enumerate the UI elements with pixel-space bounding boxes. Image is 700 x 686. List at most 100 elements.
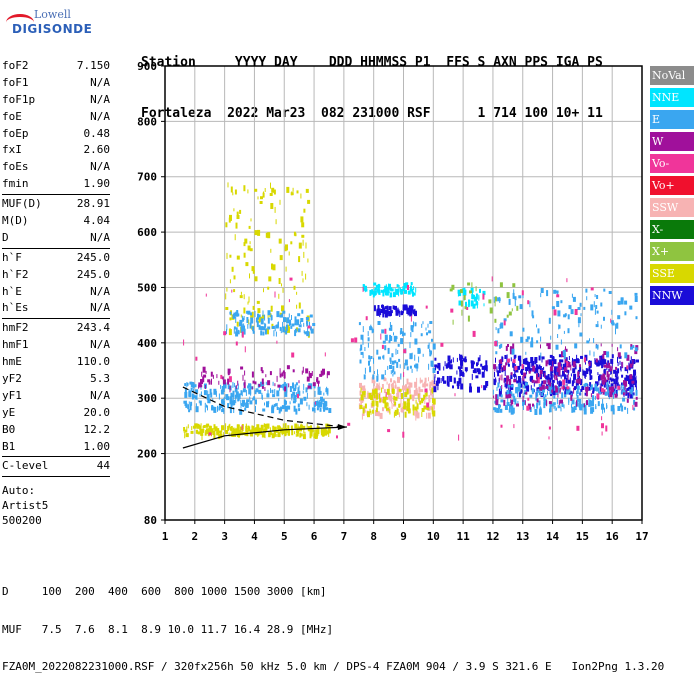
echo-point-vo- [410,315,412,322]
echo-point-e [297,313,301,317]
echo-point-w [606,371,609,378]
echo-point-w [506,375,510,382]
echo-point-e [367,331,369,337]
chart-grid [164,65,643,521]
echo-point-e [564,394,566,398]
echo-point-nnw [515,375,517,380]
echo-point-nne [362,284,365,289]
echo-point-e [523,385,526,389]
echo-point-w [318,382,319,387]
echo-point-sse [233,429,236,435]
echo-point-vo- [228,376,232,383]
echo-point-e [414,354,416,361]
echo-point-e [571,399,575,405]
echo-point-e [577,307,581,310]
param-row: h`F 245.0 [2,250,110,267]
echo-point-ssw [359,398,361,402]
echo-point-w [539,374,542,378]
echo-point-e [571,403,572,408]
echo-point-nnw [504,355,507,359]
echo-point-e [218,407,220,411]
echo-point-vo- [500,424,503,428]
echo-point-e [529,301,531,308]
echo-point-e [392,365,395,372]
echo-point-sse [229,427,233,430]
echo-point-sse [361,391,364,396]
echo-point-nnw [442,376,445,382]
echo-point-w [608,362,611,368]
echo-point-e [243,328,246,335]
echo-point-e [187,404,190,410]
echo-point-w [261,370,264,374]
echo-point-w [603,351,607,355]
echo-point-vo- [231,289,233,293]
echo-point-w [200,379,203,384]
echo-point-nnw [394,305,397,310]
echo-point-e [586,296,588,301]
echo-point-e [239,408,243,415]
echo-point-e [590,403,592,410]
echo-point-ssw [387,409,390,413]
echo-point-ssw [409,382,413,388]
param-row: h`F2 245.0 [2,267,110,284]
echo-point-e [622,397,626,402]
echo-point-nnw [629,392,633,399]
echo-point-e [567,314,570,320]
echo-point-w [532,365,536,372]
echo-point-e [556,301,560,307]
echo-point-ssw [414,410,416,416]
echo-point-e [536,402,539,409]
echo-point-e [298,408,301,412]
echo-point-sse [421,398,424,402]
echo-point-w [319,373,323,377]
echo-point-x- [508,311,512,316]
echo-point-e [188,401,190,405]
echo-point-sse [241,424,244,429]
echo-point-nnw [376,309,380,316]
param-name: foEs [2,160,29,174]
echo-point-sse [307,199,311,204]
echo-point-nne [476,301,478,306]
echo-point-e [499,408,503,413]
echo-point-nnw [472,370,475,373]
echo-point-sse [416,403,419,410]
echo-point-e [248,383,251,388]
echo-point-nnw [594,358,596,365]
echo-point-e [267,326,271,330]
echo-point-nnw [553,356,554,362]
echo-point-nnw [459,370,463,376]
echo-point-sse [249,273,250,279]
echo-point-sse [263,423,265,428]
echo-point-e [611,309,613,315]
echo-point-nnw [577,359,580,364]
echo-point-nnw [568,390,572,395]
echo-point-e [270,388,271,394]
echo-point-w [261,378,264,385]
echo-point-nnw [617,362,619,366]
echo-point-nnw [439,364,441,368]
echo-point-w [609,366,612,372]
param-value: N/A [90,92,110,106]
echo-point-w [508,394,512,398]
echo-point-e [240,390,243,396]
echo-point-sse [294,423,298,429]
param-value: 1.90 [83,177,111,191]
echo-point-e [496,386,498,391]
echo-point-nnw [611,362,613,369]
x-tick-label: 5 [281,530,288,543]
echo-point-e [549,408,550,413]
echo-point-e [262,326,266,331]
echo-point-nnw [604,359,607,365]
echo-point-nnw [519,383,523,388]
echo-point-ssw [361,413,363,420]
echo-point-nnw [590,369,592,374]
echo-point-nnw [475,375,479,379]
echo-point-vo- [241,331,244,338]
echo-point-nne [384,285,388,291]
y-tick-label: 500 [137,281,157,294]
echo-point-w [284,386,287,392]
echo-point-e [403,332,406,336]
echo-point-e [282,326,286,333]
echo-point-e [227,384,230,390]
echo-point-ssw [415,410,419,417]
